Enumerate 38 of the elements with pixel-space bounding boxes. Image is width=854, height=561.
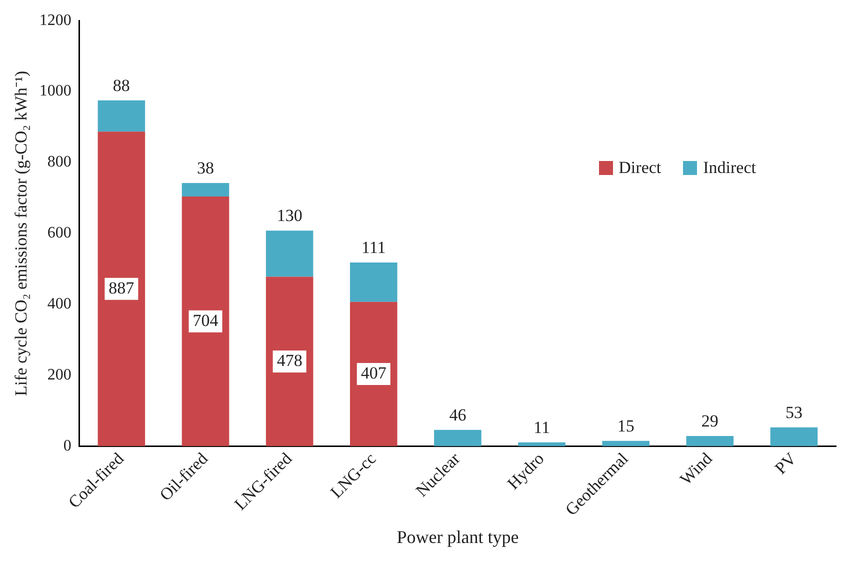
bar bbox=[182, 196, 230, 446]
data-label: 111 bbox=[362, 238, 386, 257]
data-label: 130 bbox=[276, 206, 302, 226]
bar bbox=[182, 183, 230, 197]
legend-label: Direct bbox=[618, 158, 662, 178]
data-label: 88 bbox=[112, 76, 130, 95]
x-tick-label: PV bbox=[771, 448, 800, 478]
bar bbox=[98, 132, 146, 446]
bar bbox=[350, 302, 398, 446]
bar bbox=[686, 436, 734, 446]
y-tick-label: 0 bbox=[63, 437, 72, 454]
bar bbox=[518, 442, 566, 446]
data-label: 29 bbox=[701, 411, 718, 430]
bar bbox=[770, 427, 818, 446]
legend-label: Indirect bbox=[703, 158, 756, 178]
bar bbox=[98, 100, 146, 132]
data-label: 15 bbox=[617, 416, 634, 436]
bar bbox=[350, 262, 398, 302]
y-axis-title: Life cycle CO₂ emissions factor (g-CO₂ kWh⁻¹) bbox=[12, 70, 31, 396]
y-tick-label: 1000 bbox=[39, 82, 72, 100]
data-label: 887 bbox=[108, 278, 135, 298]
data-label: 407 bbox=[360, 364, 387, 383]
x-axis-title: Power plant type bbox=[396, 526, 519, 547]
data-label: 478 bbox=[276, 350, 302, 370]
y-tick-label: 800 bbox=[47, 154, 72, 171]
bar bbox=[266, 276, 314, 446]
y-tick-label: 400 bbox=[47, 296, 72, 313]
bar bbox=[434, 430, 482, 446]
data-label: 53 bbox=[785, 402, 802, 422]
data-label: 38 bbox=[197, 158, 214, 178]
data-label: 46 bbox=[449, 405, 466, 424]
y-tick-label: 600 bbox=[47, 224, 72, 242]
y-tick-label: 200 bbox=[47, 366, 72, 384]
data-label: 11 bbox=[534, 418, 550, 437]
bar bbox=[266, 230, 314, 277]
y-tick-label: 1200 bbox=[39, 12, 72, 29]
data-label: 704 bbox=[192, 310, 219, 330]
bar bbox=[602, 440, 650, 446]
